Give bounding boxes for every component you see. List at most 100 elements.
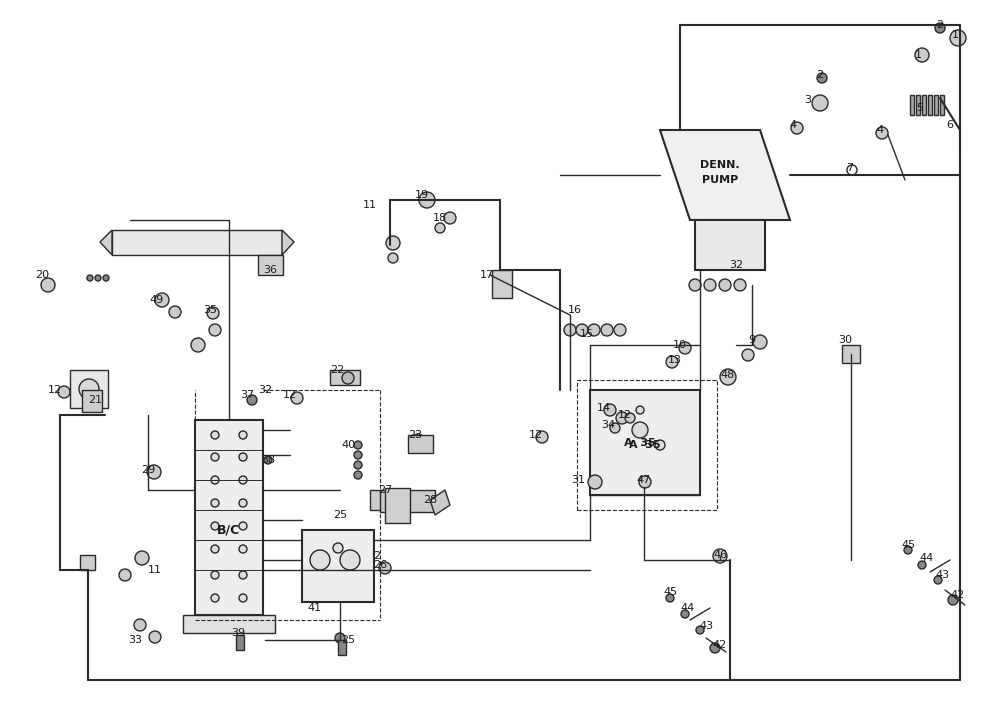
Text: 41: 41 <box>307 603 321 613</box>
Text: A  35: A 35 <box>629 440 661 450</box>
Text: 14: 14 <box>597 403 611 413</box>
Polygon shape <box>940 95 944 115</box>
Circle shape <box>209 324 221 336</box>
Text: 12: 12 <box>618 410 632 420</box>
Circle shape <box>639 476 651 488</box>
Circle shape <box>950 30 966 46</box>
Circle shape <box>610 423 620 433</box>
Circle shape <box>211 499 219 507</box>
Circle shape <box>239 431 247 439</box>
Text: 35: 35 <box>203 305 217 315</box>
Circle shape <box>211 594 219 602</box>
Text: 42: 42 <box>713 640 727 650</box>
Text: 30: 30 <box>838 335 852 345</box>
Circle shape <box>239 522 247 530</box>
Circle shape <box>412 434 424 446</box>
Circle shape <box>239 499 247 507</box>
Circle shape <box>419 192 435 208</box>
Bar <box>70 370 108 408</box>
Bar <box>590 390 700 495</box>
Circle shape <box>576 324 588 336</box>
Circle shape <box>601 324 613 336</box>
Text: 46: 46 <box>713 550 727 560</box>
Text: 16: 16 <box>568 305 582 315</box>
Text: 5: 5 <box>916 103 924 113</box>
Text: 33: 33 <box>128 635 142 645</box>
Text: 20: 20 <box>35 270 49 280</box>
Text: 12: 12 <box>48 385 62 395</box>
Circle shape <box>679 342 691 354</box>
Circle shape <box>918 561 926 569</box>
Circle shape <box>720 369 736 385</box>
Text: 17: 17 <box>480 270 494 280</box>
Circle shape <box>435 223 445 233</box>
Circle shape <box>536 431 548 443</box>
Circle shape <box>147 465 161 479</box>
Circle shape <box>753 335 767 349</box>
Bar <box>380 490 435 512</box>
Circle shape <box>696 626 704 634</box>
Circle shape <box>934 576 942 584</box>
Bar <box>195 420 263 615</box>
Text: 2: 2 <box>816 70 824 80</box>
Text: 26: 26 <box>373 560 387 570</box>
Circle shape <box>948 595 958 605</box>
Text: 11: 11 <box>148 565 162 575</box>
Text: 42: 42 <box>951 590 965 600</box>
Bar <box>492 270 512 298</box>
Circle shape <box>734 279 746 291</box>
Polygon shape <box>934 95 938 115</box>
Circle shape <box>342 372 354 384</box>
Text: 22: 22 <box>330 365 344 375</box>
Bar <box>302 530 374 602</box>
Text: 37: 37 <box>240 390 254 400</box>
Circle shape <box>666 594 674 602</box>
Bar <box>338 640 346 655</box>
Polygon shape <box>922 95 926 115</box>
Text: 21: 21 <box>88 395 102 405</box>
Text: 19: 19 <box>415 190 429 200</box>
Circle shape <box>588 324 600 336</box>
Circle shape <box>211 476 219 484</box>
Circle shape <box>119 569 131 581</box>
Bar <box>385 488 410 523</box>
Circle shape <box>614 324 626 336</box>
Text: B/C: B/C <box>217 524 241 536</box>
Text: 48: 48 <box>721 370 735 380</box>
Circle shape <box>681 610 689 618</box>
Text: 44: 44 <box>920 553 934 563</box>
Text: 1: 1 <box>914 50 922 60</box>
Text: 45: 45 <box>663 587 677 597</box>
Text: 47: 47 <box>637 475 651 485</box>
Text: PUMP: PUMP <box>702 175 738 185</box>
Circle shape <box>291 392 303 404</box>
Circle shape <box>211 571 219 579</box>
Polygon shape <box>928 95 932 115</box>
Circle shape <box>616 412 628 424</box>
Text: 4: 4 <box>789 120 797 130</box>
Circle shape <box>632 422 648 438</box>
Text: 25: 25 <box>341 635 355 645</box>
Circle shape <box>169 306 181 318</box>
Text: 34: 34 <box>601 420 615 430</box>
Text: 4: 4 <box>876 125 884 135</box>
Circle shape <box>135 551 149 565</box>
Text: 29: 29 <box>141 465 155 475</box>
Circle shape <box>239 545 247 553</box>
Polygon shape <box>282 230 294 255</box>
Text: 2: 2 <box>373 551 381 561</box>
Circle shape <box>41 278 55 292</box>
Text: 43: 43 <box>699 621 713 631</box>
Circle shape <box>211 545 219 553</box>
Polygon shape <box>910 95 914 115</box>
Text: 40: 40 <box>341 440 355 450</box>
Bar <box>842 345 860 363</box>
Text: 45: 45 <box>901 540 915 550</box>
Circle shape <box>79 379 99 399</box>
Text: 32: 32 <box>729 260 743 270</box>
Polygon shape <box>430 490 450 515</box>
Circle shape <box>239 476 247 484</box>
Text: 7: 7 <box>846 163 854 173</box>
Text: 38: 38 <box>261 455 275 465</box>
Circle shape <box>239 571 247 579</box>
